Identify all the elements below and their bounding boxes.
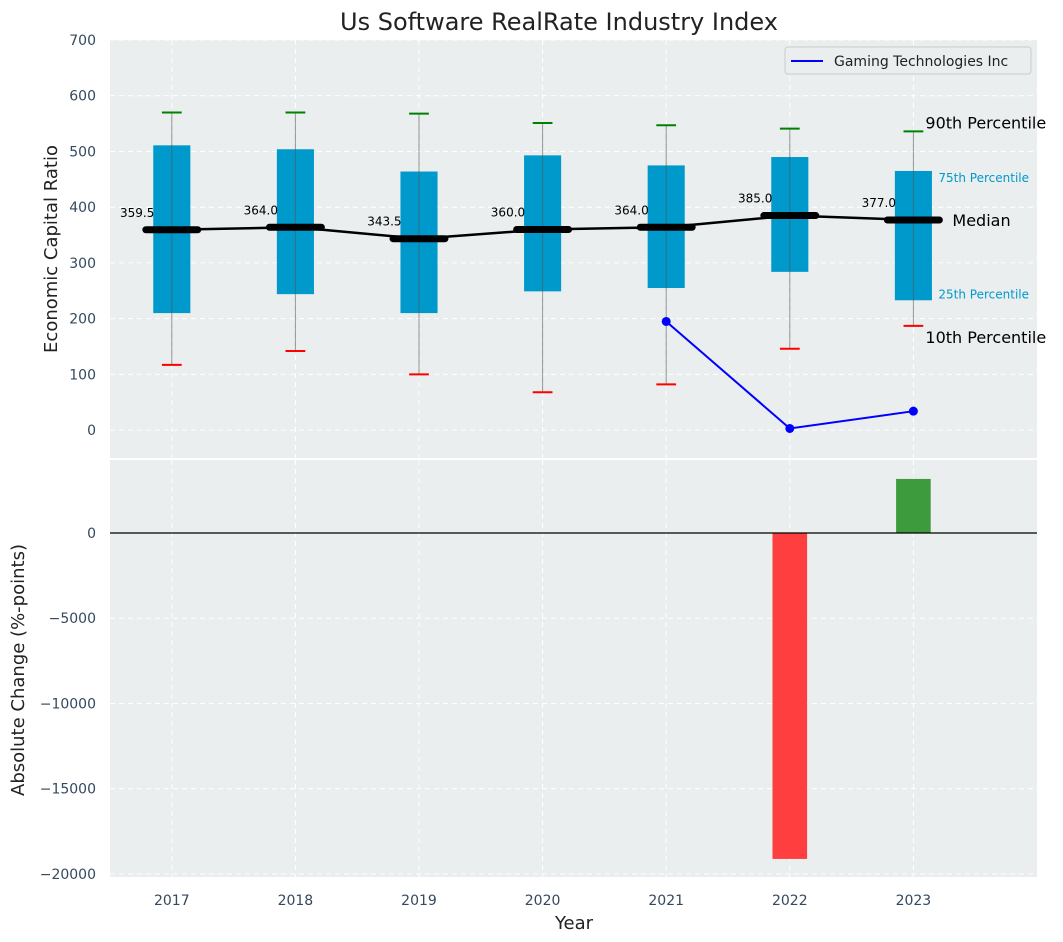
bottom-panel-background [110, 460, 1037, 877]
x-tick-label: 2021 [648, 893, 684, 909]
legend-box [784, 46, 1032, 75]
x-tick-label: 2022 [772, 893, 808, 909]
bottom-y-tick-label: −5000 [49, 611, 96, 627]
annotation-p90: 90th Percentile [925, 113, 1046, 132]
x-tick-label: 2018 [278, 893, 314, 909]
top-y-tick-label: 0 [87, 423, 96, 439]
top-y-tick-label: 400 [69, 200, 96, 216]
median-value-label: 359.5 [120, 206, 154, 220]
bottom-y-tick-label: −15000 [40, 782, 96, 798]
top-y-tick-label: 600 [69, 89, 96, 105]
company-series-point [661, 316, 671, 326]
bottom-y-tick-label: −20000 [40, 867, 96, 883]
top-y-axis-label: Economic Capital Ratio [41, 145, 62, 353]
company-series-point [785, 423, 795, 433]
change-bar [896, 478, 931, 533]
annotation-p75: 75th Percentile [938, 171, 1029, 185]
bottom-y-axis-label: Absolute Change (%-points) [8, 544, 29, 796]
top-y-tick-label: 700 [69, 33, 96, 49]
median-value-label: 364.0 [244, 203, 278, 217]
annotation-median: Median [952, 211, 1010, 230]
x-tick-label: 2023 [896, 893, 932, 909]
median-value-label: 385.0 [738, 192, 772, 206]
bottom-y-tick-label: −10000 [40, 696, 96, 712]
median-value-label: 343.5 [367, 215, 401, 229]
x-tick-label: 2019 [401, 893, 437, 909]
median-value-label: 364.0 [614, 203, 648, 217]
x-axis-label: Year [554, 913, 594, 934]
annotation-p25: 25th Percentile [938, 287, 1029, 301]
change-bar [772, 532, 808, 859]
bottom-y-tick-label: 0 [87, 526, 96, 542]
legend: Gaming Technologies Inc [784, 46, 1032, 75]
top-y-tick-label: 500 [69, 144, 96, 160]
top-panel-background [110, 40, 1037, 458]
x-tick-label: 2017 [154, 893, 190, 909]
top-y-tick-label: 100 [69, 367, 96, 383]
chart-title: Us Software RealRate Industry Index [340, 8, 778, 36]
company-series-point [908, 406, 918, 416]
median-value-label: 360.0 [491, 205, 525, 219]
top-y-tick-label: 300 [69, 256, 96, 272]
annotation-p10: 10th Percentile [925, 328, 1046, 347]
median-value-label: 377.0 [862, 196, 896, 210]
x-tick-label: 2020 [525, 893, 561, 909]
top-y-tick-label: 200 [69, 312, 96, 328]
legend-label: Gaming Technologies Inc [834, 54, 1008, 70]
